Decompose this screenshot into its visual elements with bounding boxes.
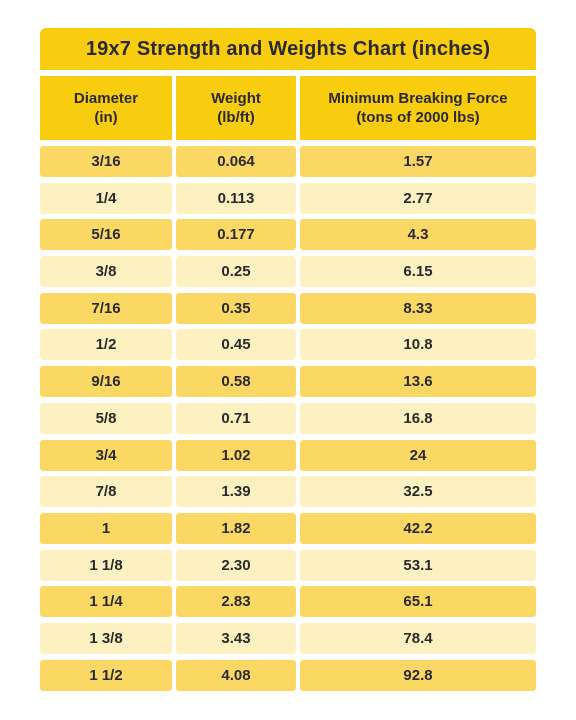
header-breaking-force: Minimum Breaking Force (tons of 2000 lbs… [300,76,536,140]
header-weight: Weight (lb/ft) [176,76,296,140]
weight-cell: 3.43 [176,622,296,654]
table-row: 1/2 0.45 10.8 [40,329,536,361]
force-cell: 8.33 [300,292,536,324]
force-cell: 13.6 [300,366,536,398]
diameter-cell: 1 1/8 [40,549,172,581]
force-cell: 24 [300,439,536,471]
weight-cell: 2.83 [176,586,296,618]
diameter-cell: 1 3/8 [40,622,172,654]
diameter-cell: 1 1/4 [40,586,172,618]
table-header: Diameter (in) Weight (lb/ft) Minimum Bre… [40,76,536,140]
diameter-cell: 1/4 [40,182,172,214]
diameter-cell: 3/4 [40,439,172,471]
weight-cell: 0.71 [176,402,296,434]
force-cell: 78.4 [300,622,536,654]
force-cell: 4.3 [300,219,536,251]
weight-cell: 1.39 [176,476,296,508]
header-diameter: Diameter (in) [40,76,172,140]
weight-cell: 4.08 [176,659,296,691]
table-row: 1 1.82 42.2 [40,512,536,544]
weight-cell: 0.25 [176,256,296,288]
diameter-cell: 5/16 [40,219,172,251]
force-cell: 32.5 [300,476,536,508]
weight-cell: 0.45 [176,329,296,361]
strength-weights-chart: 19x7 Strength and Weights Chart (inches)… [40,28,536,696]
diameter-cell: 3/8 [40,256,172,288]
force-cell: 92.8 [300,659,536,691]
table-row: 1 3/8 3.43 78.4 [40,622,536,654]
weight-cell: 0.35 [176,292,296,324]
table-row: 3/8 0.25 6.15 [40,256,536,288]
diameter-cell: 3/16 [40,146,172,177]
weight-cell: 1.02 [176,439,296,471]
force-cell: 1.57 [300,146,536,177]
header-force-label: Minimum Breaking Force [328,90,508,107]
table-row: 1 1/8 2.30 53.1 [40,549,536,581]
weight-cell: 1.82 [176,512,296,544]
force-cell: 10.8 [300,329,536,361]
table-row: 1 1/4 2.83 65.1 [40,586,536,618]
diameter-cell: 1 1/2 [40,659,172,691]
weight-cell: 0.064 [176,146,296,177]
weight-cell: 0.113 [176,182,296,214]
diameter-cell: 1 [40,512,172,544]
diameter-cell: 7/8 [40,476,172,508]
force-cell: 16.8 [300,402,536,434]
diameter-cell: 1/2 [40,329,172,361]
table-row: 3/4 1.02 24 [40,439,536,471]
weight-cell: 2.30 [176,549,296,581]
force-cell: 42.2 [300,512,536,544]
table-row: 3/16 0.064 1.57 [40,146,536,177]
weight-cell: 0.177 [176,219,296,251]
header-weight-label: Weight [211,90,261,107]
chart-title: 19x7 Strength and Weights Chart (inches) [40,28,536,70]
table-body: 3/16 0.064 1.57 1/4 0.113 2.77 5/16 0.17… [40,146,536,691]
header-diameter-unit: (in) [94,109,118,126]
diameter-cell: 7/16 [40,292,172,324]
table-row: 9/16 0.58 13.6 [40,366,536,398]
table-row: 5/16 0.177 4.3 [40,219,536,251]
table-row: 7/8 1.39 32.5 [40,476,536,508]
table-row: 7/16 0.35 8.33 [40,292,536,324]
header-force-unit: (tons of 2000 lbs) [356,109,480,126]
header-diameter-label: Diameter [73,90,139,107]
header-weight-unit: (lb/ft) [217,109,255,126]
weight-cell: 0.58 [176,366,296,398]
diameter-cell: 5/8 [40,402,172,434]
force-cell: 53.1 [300,549,536,581]
force-cell: 6.15 [300,256,536,288]
table-row: 5/8 0.71 16.8 [40,402,536,434]
force-cell: 65.1 [300,586,536,618]
table-row: 1 1/2 4.08 92.8 [40,659,536,691]
diameter-cell: 9/16 [40,366,172,398]
force-cell: 2.77 [300,182,536,214]
table-row: 1/4 0.113 2.77 [40,182,536,214]
